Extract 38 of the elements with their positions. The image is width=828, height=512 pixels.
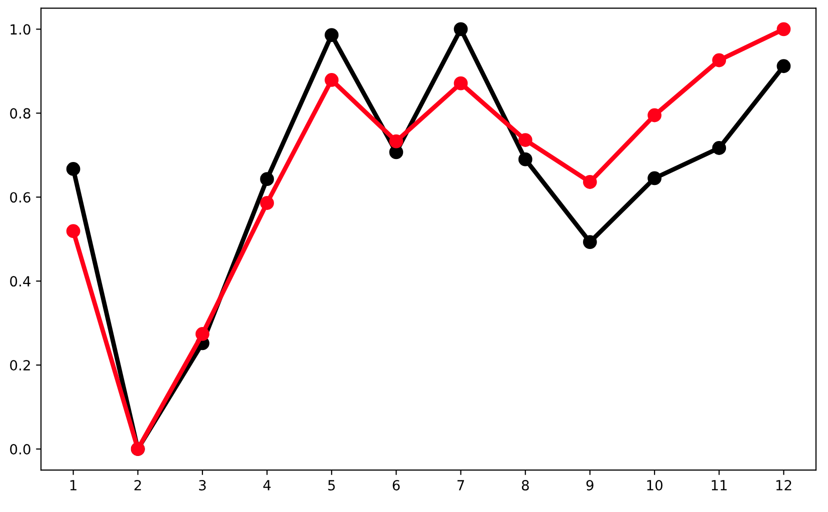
x-tick-label: 6 [392,480,400,490]
x-tick-label: 8 [522,480,529,490]
x-tick-label: 12 [776,480,792,490]
point [454,76,468,90]
point [324,28,339,42]
x-tick-label: 11 [712,480,727,490]
x-tick-label: 1 [70,480,76,490]
x-tick-label: 7 [458,480,464,490]
point [776,59,791,74]
y-tick-label: 0.2 [10,360,30,371]
point [583,235,597,249]
point [583,175,597,189]
x-tick-label: 2 [134,480,141,490]
point [712,53,726,68]
y-tick-label: 1.0 [10,24,30,35]
point [454,22,468,36]
point [518,133,532,147]
point [260,172,274,186]
point [712,141,726,155]
x-tick-label: 10 [647,480,662,490]
y-tick-label: 0.8 [10,108,30,119]
point [518,152,532,166]
y-tick-label: 0.4 [10,276,30,287]
x-tick-label: 9 [586,480,594,490]
point [389,134,404,148]
y-tick-label: 0.6 [10,192,30,203]
y-tick-label: 0.0 [10,444,30,454]
x-tick-label: 3 [199,480,206,490]
point [66,162,80,176]
point [648,171,662,186]
point [260,196,274,210]
x-tick-label: 4 [263,480,271,490]
point [196,327,210,341]
point [66,224,80,238]
point [776,22,791,36]
x-tick-label: 5 [328,480,335,490]
point [324,73,339,87]
point [648,108,662,122]
